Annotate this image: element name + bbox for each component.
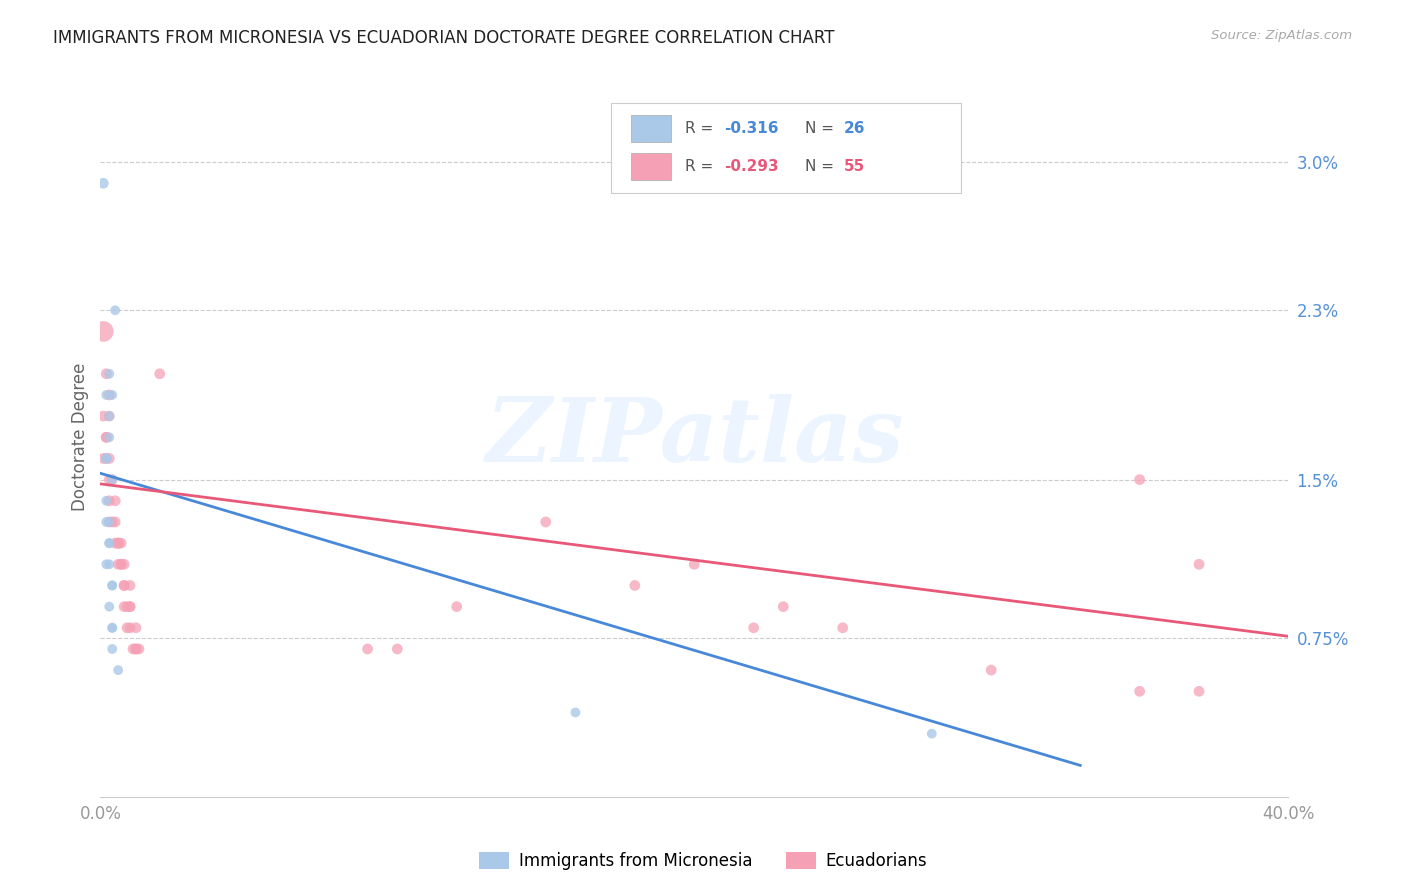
Point <box>98 515 121 529</box>
Point <box>98 451 121 466</box>
Point <box>112 558 135 572</box>
Point <box>683 558 706 572</box>
Point <box>112 578 135 592</box>
Point <box>1188 684 1211 698</box>
Point <box>107 536 129 550</box>
Point <box>110 558 132 572</box>
Point <box>96 430 118 444</box>
Point <box>96 515 118 529</box>
Point <box>118 599 141 614</box>
Point <box>104 303 127 318</box>
Point <box>101 642 124 657</box>
Point <box>101 621 124 635</box>
Point <box>118 621 141 635</box>
Point <box>1188 558 1211 572</box>
Point <box>91 409 114 424</box>
Point <box>96 493 118 508</box>
Text: 26: 26 <box>844 121 865 136</box>
Point <box>534 515 557 529</box>
Point <box>98 367 121 381</box>
Point <box>98 409 121 424</box>
Point <box>110 558 132 572</box>
Point <box>125 621 148 635</box>
Point <box>104 493 127 508</box>
Text: Source: ZipAtlas.com: Source: ZipAtlas.com <box>1212 29 1353 42</box>
Point <box>149 367 172 381</box>
Point <box>1129 684 1152 698</box>
FancyBboxPatch shape <box>612 103 962 193</box>
Point <box>446 599 468 614</box>
Point <box>96 451 118 466</box>
Text: 55: 55 <box>844 159 865 174</box>
Point <box>98 536 121 550</box>
Point <box>101 473 124 487</box>
Point <box>96 451 118 466</box>
Point <box>104 536 127 550</box>
Point <box>110 536 132 550</box>
Text: -0.316: -0.316 <box>724 121 778 136</box>
Text: ZIPatlas: ZIPatlas <box>485 394 903 481</box>
Point <box>831 621 853 635</box>
Point <box>101 578 124 592</box>
Point <box>98 430 121 444</box>
Point <box>921 726 943 740</box>
Point <box>98 493 121 508</box>
Point <box>98 558 121 572</box>
Point <box>104 515 127 529</box>
Point <box>91 325 114 339</box>
Text: N =: N = <box>804 159 839 174</box>
Point <box>118 578 141 592</box>
Point <box>356 642 378 657</box>
Point <box>1129 473 1152 487</box>
Point <box>98 388 121 402</box>
Point <box>98 473 121 487</box>
Point <box>91 176 114 190</box>
Point <box>101 515 124 529</box>
Point <box>387 642 409 657</box>
Point <box>101 621 124 635</box>
Point <box>125 642 148 657</box>
Text: IMMIGRANTS FROM MICRONESIA VS ECUADORIAN DOCTORATE DEGREE CORRELATION CHART: IMMIGRANTS FROM MICRONESIA VS ECUADORIAN… <box>53 29 835 46</box>
Legend: Immigrants from Micronesia, Ecuadorians: Immigrants from Micronesia, Ecuadorians <box>472 845 934 877</box>
Text: R =: R = <box>685 121 718 136</box>
Point <box>624 578 647 592</box>
Point <box>96 558 118 572</box>
Point <box>742 621 765 635</box>
Point <box>107 663 129 677</box>
Point <box>980 663 1002 677</box>
Point <box>101 578 124 592</box>
Point <box>98 515 121 529</box>
Y-axis label: Doctorate Degree: Doctorate Degree <box>72 363 89 511</box>
Point <box>772 599 794 614</box>
Point <box>128 642 150 657</box>
Point <box>115 599 138 614</box>
Point <box>112 599 135 614</box>
Point <box>122 642 145 657</box>
Point <box>118 599 141 614</box>
Point <box>96 367 118 381</box>
Point <box>101 473 124 487</box>
Point <box>107 558 129 572</box>
Point <box>98 599 121 614</box>
Point <box>91 451 114 466</box>
Text: N =: N = <box>804 121 839 136</box>
Point <box>98 409 121 424</box>
Point <box>98 536 121 550</box>
Point <box>96 388 118 402</box>
Point <box>107 536 129 550</box>
Point <box>107 536 129 550</box>
FancyBboxPatch shape <box>630 115 671 142</box>
Point <box>96 430 118 444</box>
Point <box>125 642 148 657</box>
Point <box>101 388 124 402</box>
Point <box>112 578 135 592</box>
Point <box>115 621 138 635</box>
Point <box>96 451 118 466</box>
Point <box>564 706 586 720</box>
Text: R =: R = <box>685 159 718 174</box>
Text: -0.293: -0.293 <box>724 159 779 174</box>
FancyBboxPatch shape <box>630 153 671 180</box>
